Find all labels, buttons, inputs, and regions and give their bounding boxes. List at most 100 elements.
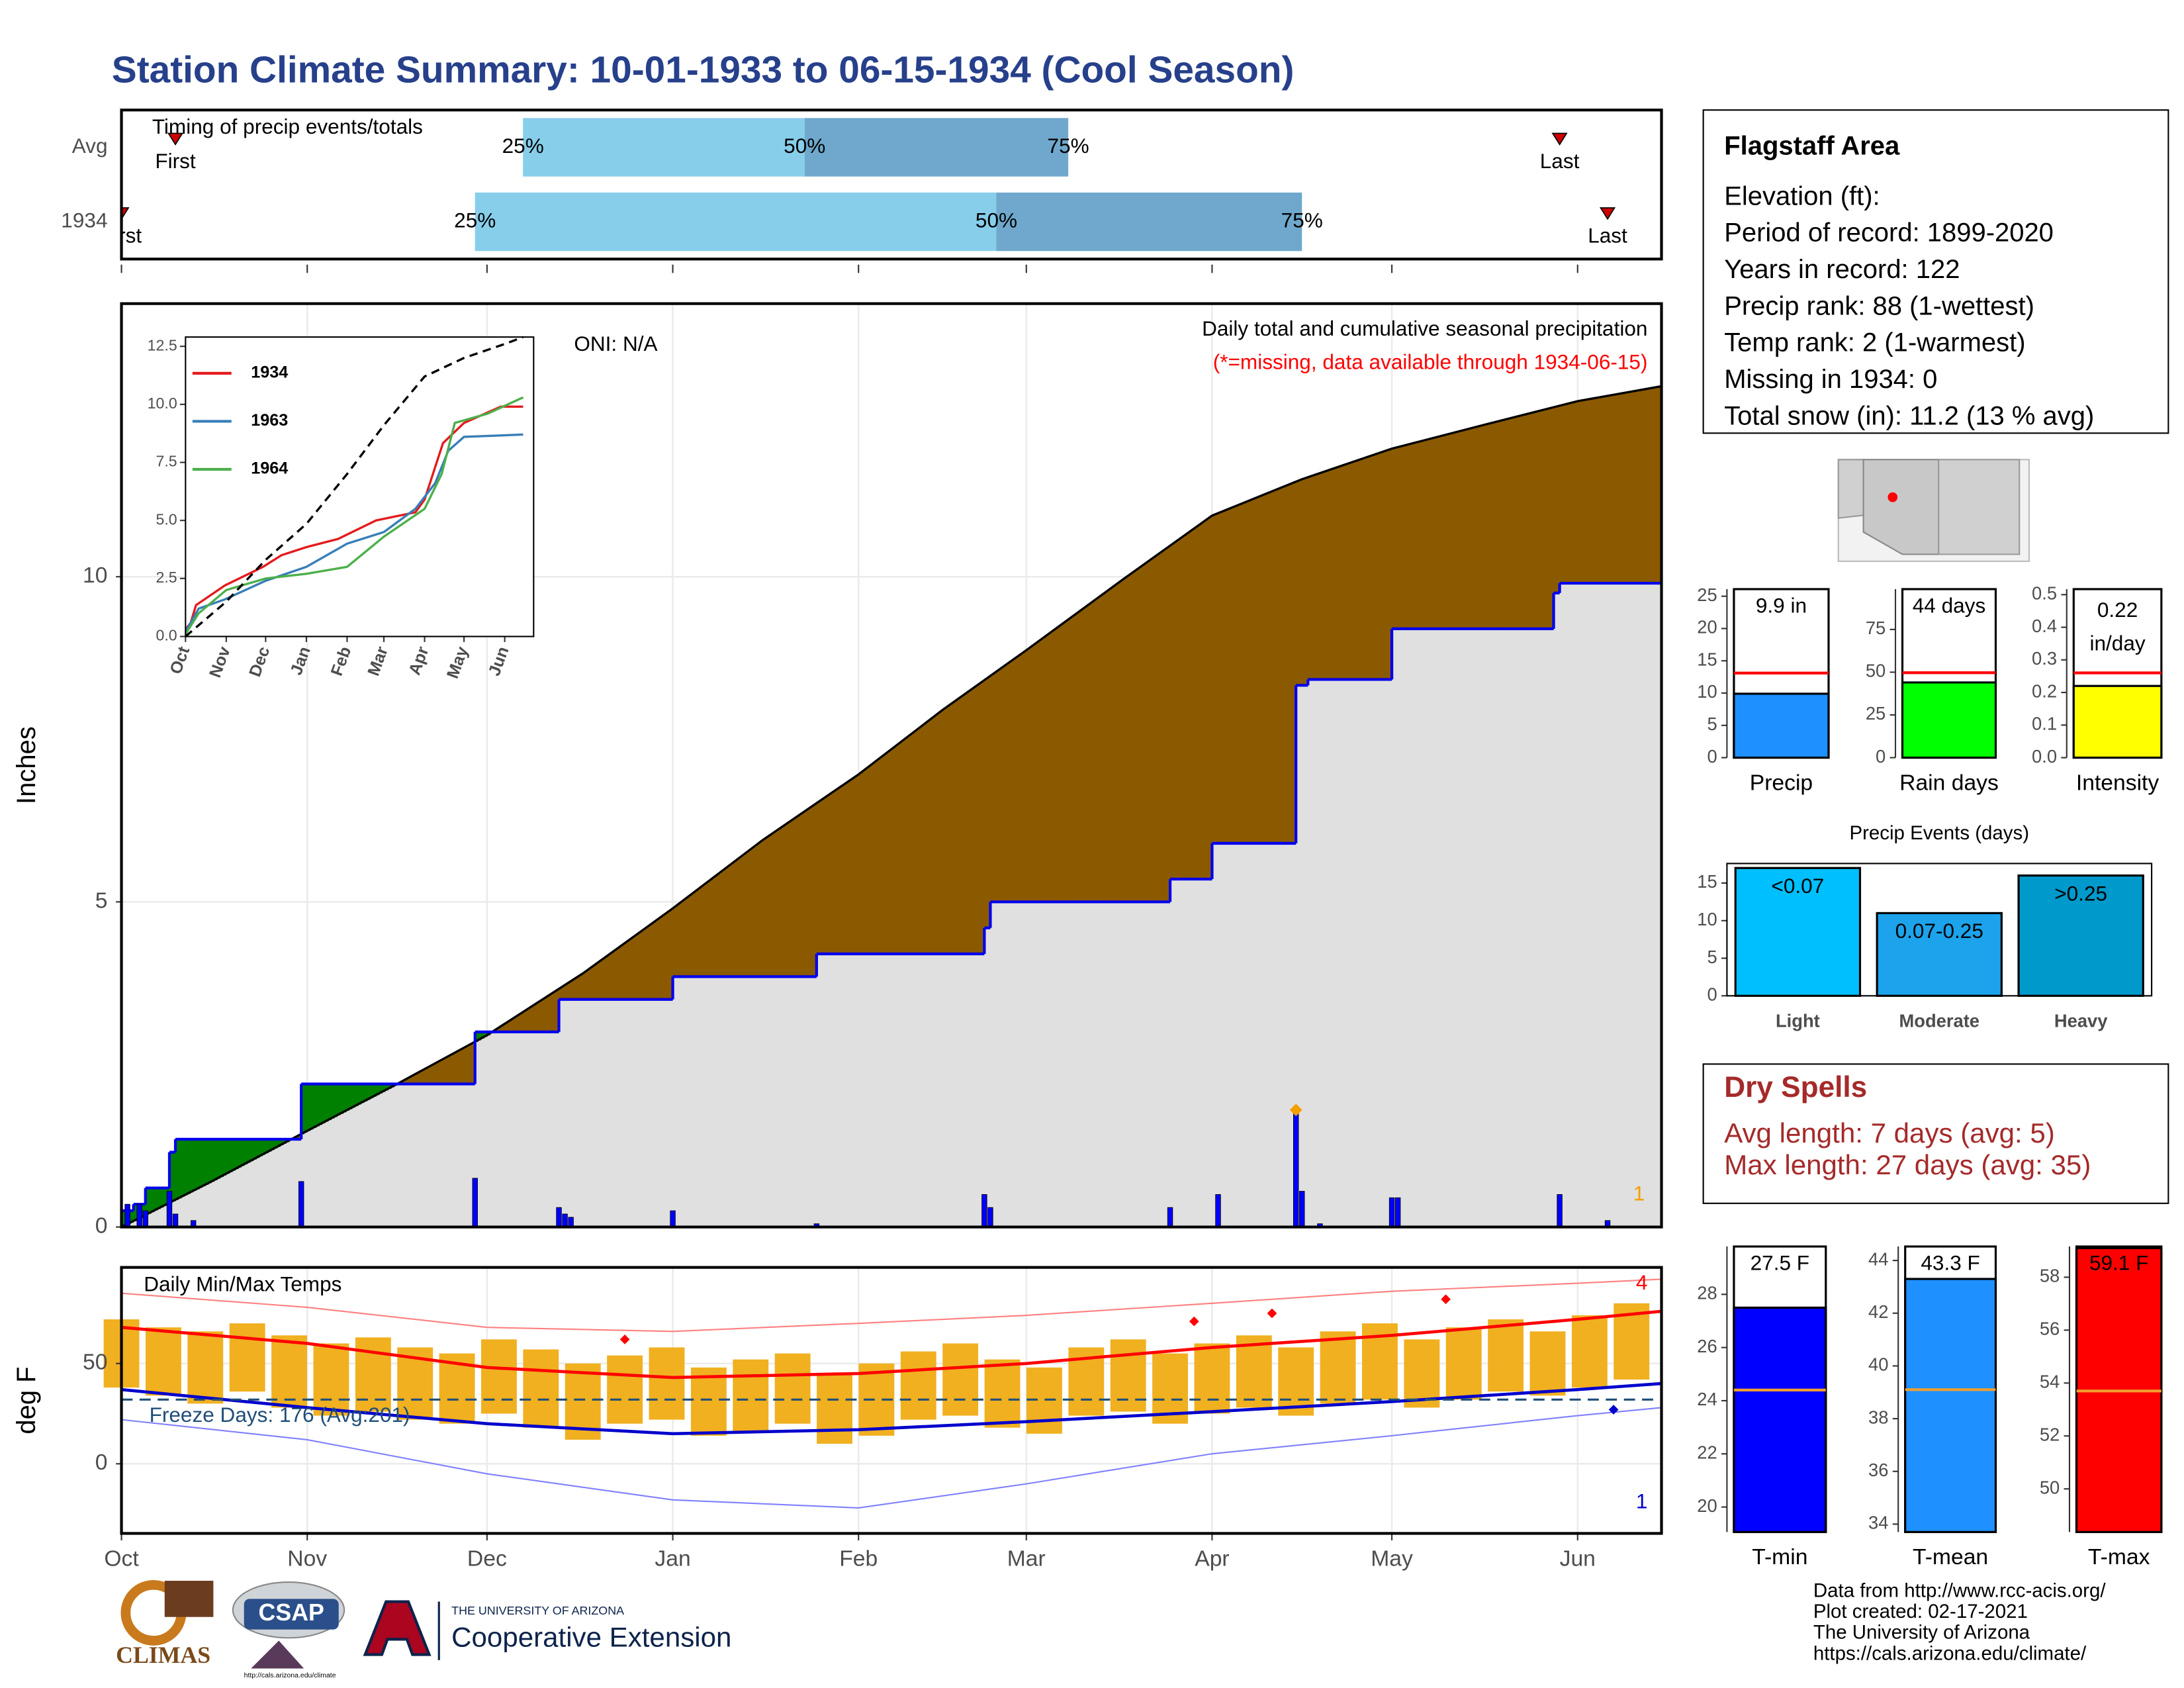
daily-bar [472,1178,478,1228]
daily-bar [1215,1194,1221,1228]
daily-bar [1167,1207,1173,1228]
count-label: 4 [1636,1270,1648,1294]
quartile-bar [804,118,1069,177]
x-tick-label: Feb [839,1546,878,1571]
category-label: 1934 [61,208,107,232]
legend-label: 1934 [251,363,288,382]
daily-range-bar [1278,1347,1314,1416]
daily-bar [172,1213,179,1228]
y-tick-label: 5.0 [156,510,177,528]
y-tick-label: 25 [1697,585,1717,605]
daily-range-bar [1404,1339,1440,1408]
daily-range-bar [1488,1319,1524,1392]
panel-frame [120,109,1663,261]
logo-text: CSAP [259,1599,324,1626]
series-line [184,405,523,631]
daily-range-bar [733,1359,769,1432]
quartile-label: 75% [1048,134,1089,158]
csap-mountain [251,1640,304,1669]
panel-title: Daily Min/Max Temps [144,1272,341,1295]
y-tick-label: 0.2 [2032,680,2057,701]
panel-frame [120,1266,1663,1535]
y-tick-label: 50 [83,1350,107,1375]
credit-line: Data from http://www.rcc-acis.org/ [1813,1580,2106,1602]
quartile-bar [996,192,1302,252]
daily-range-bar [1320,1331,1356,1404]
station-dot [1888,492,1898,502]
category-label: T-mean [1913,1545,1988,1570]
last-label: Last [1588,224,1627,248]
info-box [1702,109,2169,434]
series-line [184,396,524,635]
daily-bar [136,1203,142,1228]
panel-frame [1726,863,2153,997]
box-title: Dry Spells [1724,1071,1867,1103]
info-line: Precip rank: 88 (1-wettest) [1724,291,2034,320]
panel-title: Precip Events (days) [1849,822,2029,844]
footer-logos: CLIMAS CSAP http://cals.arizona.edu/clim… [116,1579,731,1679]
bar [1733,692,1830,759]
y-tick-label: 54 [2040,1372,2060,1392]
logo-url: http://cals.arizona.edu/climate [244,1671,336,1679]
oni-label: ONI: N/A [574,332,657,355]
daily-range-bar [145,1327,181,1396]
bar [1733,1306,1827,1533]
value-label: 9.9 in [1756,594,1807,618]
daily-range-bar [1445,1327,1482,1400]
category-label: Avg [72,134,108,158]
map-region [1837,459,1864,519]
y-tick-label: 10 [1697,681,1717,702]
first-label: First [155,149,196,173]
bar [1904,1278,1997,1533]
daily-bar [1394,1197,1401,1228]
info-line: Total snow (in): 11.2 (13 % avg) [1724,401,2094,430]
missing-note: (*=missing, data available through 1934-… [1213,350,1648,373]
info-line: Years in record: 122 [1724,255,1960,284]
panel-subtitle: Timing of precip events/totals [152,115,423,138]
category-label: Rain days [1899,771,1999,795]
bar [1876,912,2003,997]
y-tick-label: 10.0 [148,395,177,412]
y-tick-label: 58 [2040,1266,2060,1286]
first-marker [121,207,130,220]
daily-range-bar [817,1373,852,1444]
x-tick-label: Jun [1560,1546,1596,1571]
count-label: 1 [1633,1182,1645,1205]
y-tick-label: 24 [1697,1389,1717,1409]
bar-label: <0.07 [1771,874,1824,898]
y-tick-label: 20 [1697,617,1717,637]
y-tick-label: 0.0 [2032,746,2057,767]
y-tick-label: 0.5 [2032,583,2057,604]
daily-bar [166,1191,173,1228]
daily-bar [568,1217,574,1228]
category-label: Intensity [2076,771,2160,795]
y-tick-label: 10 [83,563,107,588]
first-marker [167,132,184,146]
bar-label: >0.25 [2054,881,2107,905]
y-tick-label: 40 [1868,1354,1888,1375]
y-tick-label: 0 [95,1213,108,1238]
avg-max-line [121,1309,1662,1380]
y-tick-label: 50 [2040,1477,2060,1497]
y-tick-label: 2.5 [156,569,177,586]
bar [2072,684,2163,759]
info-line: Elevation (ft): [1724,181,1880,211]
legend-label: 1963 [251,411,288,430]
y-tick-label: 50 [1866,661,1886,681]
daily-bar [298,1181,304,1228]
y-axis-label: deg F [12,1366,41,1434]
bar [1901,681,1997,759]
category-label: Light [1776,1011,1820,1031]
y-tick-label: 0 [1876,746,1886,767]
category-label: Heavy [2054,1011,2108,1031]
daily-range-bar [481,1339,517,1414]
quartile-label: 25% [454,208,496,232]
daily-range-bar [187,1331,224,1404]
locator-map [1837,459,2030,562]
x-tick-label: Jan [655,1546,690,1571]
daily-bar [1388,1197,1395,1228]
y-tick-label: 0.3 [2032,648,2057,669]
info-line: Temp rank: 2 (1-warmest) [1724,328,2025,357]
y-tick-label: 15 [1697,871,1717,892]
